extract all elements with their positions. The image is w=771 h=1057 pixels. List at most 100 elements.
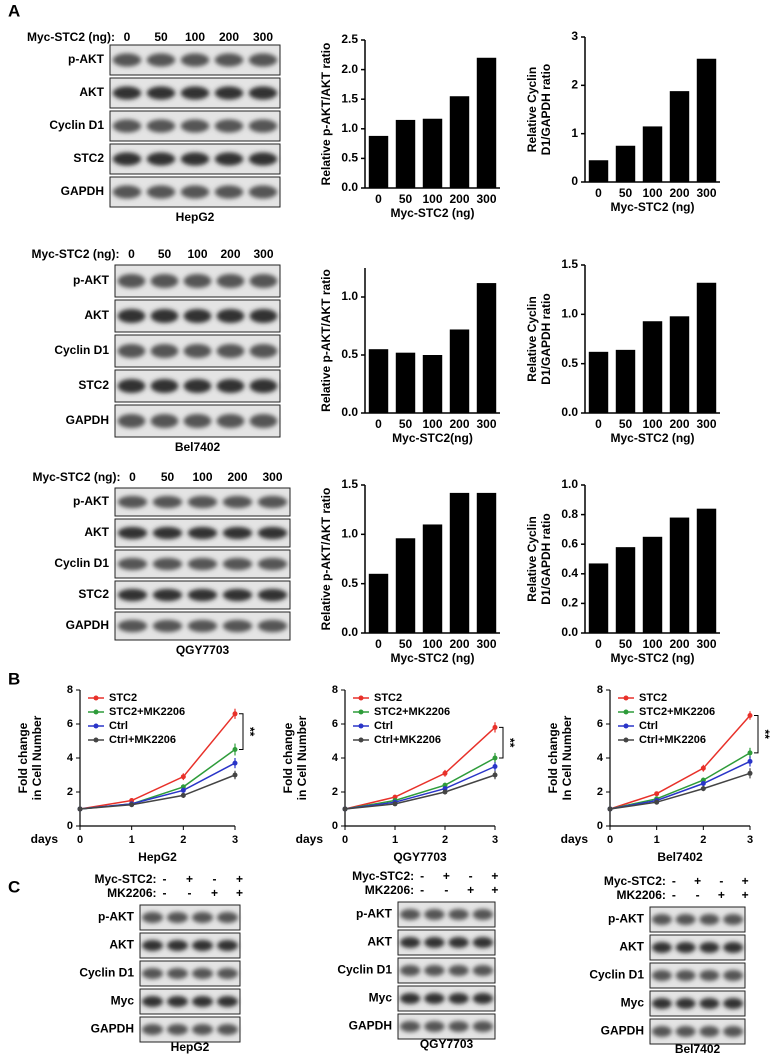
blot-band — [399, 965, 421, 976]
blot-band — [399, 993, 421, 1004]
lane-label: 200 — [219, 30, 239, 44]
bar — [669, 91, 690, 182]
blot-band — [248, 185, 278, 199]
y-tick-label: 0.0 — [341, 405, 358, 419]
bar — [696, 282, 717, 413]
x-axis-label: Myc-STC2 (ng) — [391, 206, 475, 220]
bar — [395, 119, 416, 188]
treatment-sign: - — [444, 883, 448, 897]
lane-label: 300 — [253, 30, 273, 44]
treatment-sign: - — [163, 872, 167, 886]
legend-label: Ctrl+MK2206 — [109, 734, 176, 746]
x-tick-label: 50 — [399, 637, 413, 651]
row-label: Cyclin D1 — [79, 966, 134, 980]
x-tick-label: 50 — [619, 417, 633, 431]
bar — [696, 508, 717, 633]
row-label: GAPDH — [601, 1024, 644, 1038]
bar — [642, 536, 663, 633]
y-tick-label: 0.0 — [561, 625, 578, 639]
blot-band — [112, 152, 142, 166]
blot-band — [150, 308, 179, 324]
blot-band — [216, 413, 245, 429]
legend-marker — [93, 737, 99, 743]
treatment-sign: + — [718, 888, 725, 902]
blot-band — [472, 993, 494, 1004]
x-tick-label: 100 — [422, 637, 442, 651]
blot-band — [117, 495, 148, 509]
y-tick-label: 2.0 — [341, 62, 358, 76]
blot-band — [651, 942, 672, 953]
blot-band — [216, 378, 245, 394]
bar — [449, 96, 470, 188]
blot-band — [217, 940, 238, 951]
row-label: AKT — [367, 935, 392, 949]
x-tick-label: 3 — [492, 834, 498, 846]
panel-label: B — [8, 669, 20, 688]
blot-band — [117, 343, 146, 359]
treatment-sign: + — [742, 874, 749, 888]
x-tick-label: 300 — [476, 637, 496, 651]
row-label: p-AKT — [73, 273, 110, 287]
y-axis-label: Fold change — [16, 722, 30, 793]
legend-label: STC2 — [639, 692, 667, 704]
y-tick-label: 1.0 — [341, 289, 358, 303]
blot-band — [117, 557, 148, 571]
blot-band — [424, 937, 445, 948]
point — [392, 801, 398, 807]
blot-band — [117, 308, 146, 324]
x-tick-label: 0 — [595, 186, 602, 200]
legend-marker — [93, 695, 99, 701]
blot-band — [167, 1024, 188, 1035]
legend-label: STC2+MK2206 — [374, 706, 450, 718]
y-tick-label: 1.5 — [341, 477, 358, 491]
y-tick-label: 1.5 — [561, 257, 578, 271]
blot-band — [723, 914, 744, 925]
blot-band — [117, 273, 146, 289]
bar — [476, 492, 497, 633]
treatment-sign: + — [491, 869, 498, 883]
blot-band — [448, 1021, 469, 1032]
blot-band — [249, 308, 278, 324]
x-tick-label: 50 — [399, 417, 413, 431]
y-axis-label: In Cell Number — [560, 715, 574, 800]
y-axis-label: Relative p-AKT/AKT ratio — [319, 488, 333, 631]
x-tick-label: 1 — [392, 834, 398, 846]
lane-label: 50 — [158, 247, 172, 261]
point — [607, 806, 613, 812]
blot-band — [222, 588, 253, 602]
treatment-sign: - — [696, 888, 700, 902]
y-axis-label: Relative Cyclin — [525, 67, 539, 152]
blot-band — [399, 937, 421, 948]
treatment-sign: + — [236, 872, 243, 886]
blot-band — [222, 495, 253, 509]
blot-band — [257, 588, 288, 602]
blot-band — [675, 998, 696, 1009]
point — [180, 792, 186, 798]
x-tick-label: 0 — [595, 417, 602, 431]
row-label: GAPDH — [349, 1019, 392, 1033]
treatment-sign: + — [236, 886, 243, 900]
y-axis-label: in Cell Number — [295, 715, 309, 800]
y-axis-label: Relative Cyclin — [525, 296, 539, 381]
y-tick-label: 8 — [67, 684, 73, 696]
x-axis-label: Myc-STC2(ng) — [392, 431, 473, 445]
treatment-sign: - — [420, 869, 424, 883]
blot-band — [167, 940, 188, 951]
y-tick-label: 2 — [597, 786, 603, 798]
blot-band — [257, 495, 288, 509]
blot-band — [699, 998, 720, 1009]
blot-band — [192, 968, 213, 979]
y-tick-label: 3 — [571, 29, 578, 43]
blot-band — [152, 588, 183, 602]
point — [232, 747, 238, 752]
x-tick-label: 300 — [476, 417, 496, 431]
blot-band — [448, 993, 469, 1004]
annotation: ** — [503, 738, 517, 748]
series-line — [79, 713, 236, 810]
bar — [395, 538, 416, 633]
blot-band — [424, 993, 445, 1004]
bar — [422, 524, 443, 633]
x-tick-label: 100 — [642, 637, 662, 651]
y-tick-label: 6 — [67, 718, 73, 730]
treatment-sign: - — [672, 874, 676, 888]
